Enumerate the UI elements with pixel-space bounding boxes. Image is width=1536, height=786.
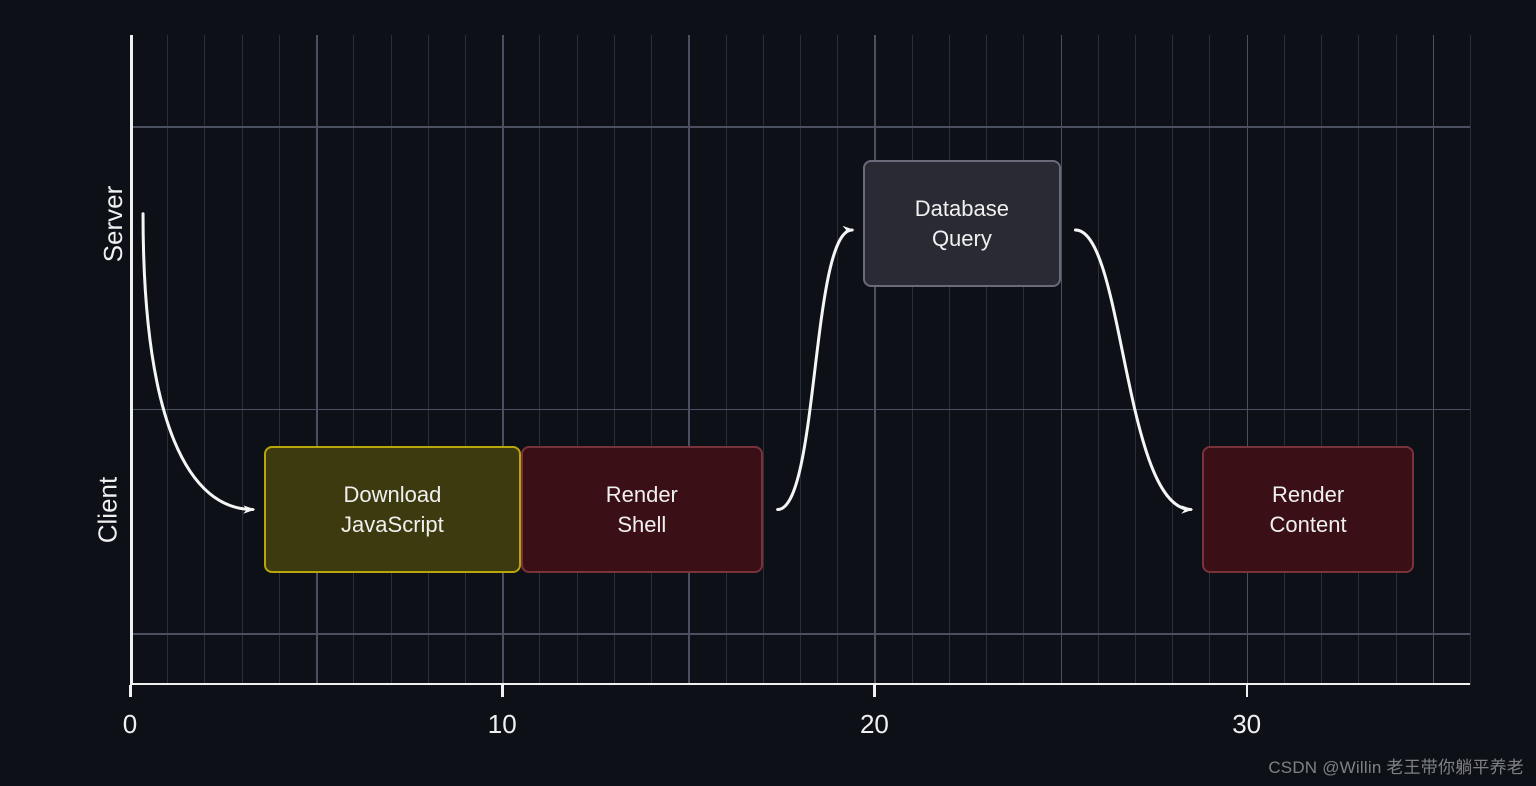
node-download-js: DownloadJavaScript bbox=[264, 446, 521, 573]
gridline-major-v bbox=[688, 35, 690, 685]
x-tick bbox=[129, 685, 132, 697]
gridline-minor-v bbox=[1135, 35, 1136, 685]
x-tick bbox=[873, 685, 876, 697]
gridline-minor-v bbox=[1172, 35, 1173, 685]
node-label-line: Render bbox=[606, 480, 678, 510]
gridline-minor-v bbox=[577, 35, 578, 685]
x-tick-label: 30 bbox=[1232, 709, 1261, 740]
gridline-minor-v bbox=[912, 35, 913, 685]
node-label-line: Content bbox=[1270, 510, 1347, 540]
arrow-shell-to-db bbox=[778, 230, 852, 510]
node-label-line: JavaScript bbox=[341, 510, 444, 540]
gridline-minor-v bbox=[1358, 35, 1359, 685]
gridline-major-v bbox=[1061, 35, 1063, 685]
gridline-minor-v bbox=[242, 35, 243, 685]
gridline-minor-v bbox=[1321, 35, 1322, 685]
gridline-major-v bbox=[1247, 35, 1249, 685]
gridline-minor-v bbox=[428, 35, 429, 685]
node-db-query: DatabaseQuery bbox=[863, 160, 1060, 287]
gridline-minor-v bbox=[1098, 35, 1099, 685]
gridline-h bbox=[130, 409, 1470, 411]
gridline-minor-v bbox=[1023, 35, 1024, 685]
arrow-db-to-content bbox=[1075, 230, 1190, 510]
gridline-minor-v bbox=[1284, 35, 1285, 685]
gridline-minor-v bbox=[986, 35, 987, 685]
gridline-major-v bbox=[1433, 35, 1435, 685]
gridline-minor-v bbox=[651, 35, 652, 685]
y-label-server: Server bbox=[98, 185, 129, 262]
node-label-line: Render bbox=[1272, 480, 1344, 510]
gridline-minor-v bbox=[279, 35, 280, 685]
node-label-line: Database bbox=[915, 194, 1009, 224]
x-axis bbox=[130, 683, 1470, 686]
arrow-start-to-download bbox=[143, 214, 253, 510]
x-tick-label: 0 bbox=[123, 709, 137, 740]
gridline-minor-v bbox=[1396, 35, 1397, 685]
gridline-h bbox=[130, 126, 1470, 128]
gridline-minor-v bbox=[763, 35, 764, 685]
x-tick-label: 10 bbox=[488, 709, 517, 740]
gridline-minor-v bbox=[800, 35, 801, 685]
plot-area: 0102030ServerClientDownloadJavaScriptRen… bbox=[130, 35, 1470, 685]
x-tick-label: 20 bbox=[860, 709, 889, 740]
y-label-client: Client bbox=[93, 476, 124, 542]
timeline-chart: 0102030ServerClientDownloadJavaScriptRen… bbox=[130, 35, 1470, 685]
gridline-major-v bbox=[316, 35, 318, 685]
gridline-minor-v bbox=[465, 35, 466, 685]
x-tick bbox=[501, 685, 504, 697]
gridline-minor-v bbox=[167, 35, 168, 685]
gridline-minor-v bbox=[1470, 35, 1471, 685]
node-render-shell: RenderShell bbox=[521, 446, 763, 573]
node-label-line: Download bbox=[343, 480, 441, 510]
watermark-text: CSDN @Willin 老王带你躺平养老 bbox=[1268, 753, 1524, 778]
gridline-minor-v bbox=[726, 35, 727, 685]
gridline-minor-v bbox=[204, 35, 205, 685]
node-label-line: Shell bbox=[617, 510, 666, 540]
gridline-minor-v bbox=[949, 35, 950, 685]
y-axis bbox=[130, 35, 133, 685]
gridline-minor-v bbox=[837, 35, 838, 685]
node-label-line: Query bbox=[932, 224, 992, 254]
node-render-content: RenderContent bbox=[1202, 446, 1414, 573]
gridline-minor-v bbox=[391, 35, 392, 685]
gridline-minor-v bbox=[353, 35, 354, 685]
gridline-major-v bbox=[874, 35, 876, 685]
x-tick bbox=[1246, 685, 1249, 697]
gridline-major-v bbox=[502, 35, 504, 685]
gridline-minor-v bbox=[539, 35, 540, 685]
gridline-minor-v bbox=[614, 35, 615, 685]
gridline-h bbox=[130, 633, 1470, 635]
gridline-minor-v bbox=[1209, 35, 1210, 685]
